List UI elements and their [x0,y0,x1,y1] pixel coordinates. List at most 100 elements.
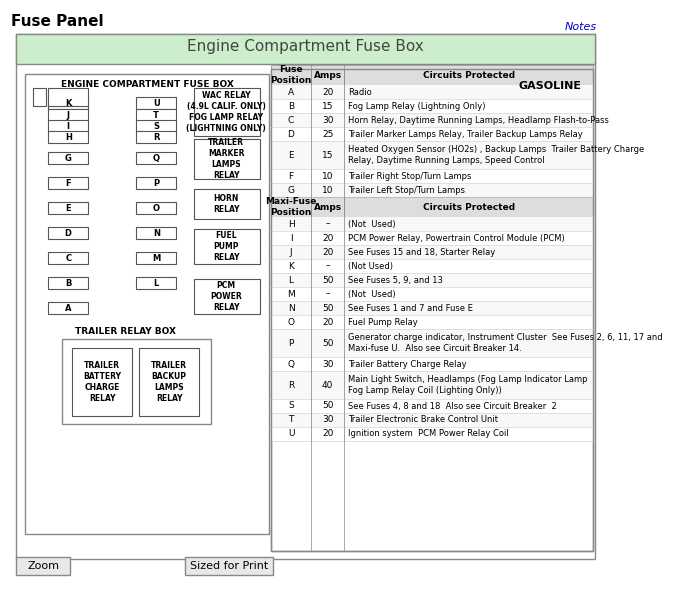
Text: See Fuses 1 and 7 and Fuse E: See Fuses 1 and 7 and Fuse E [348,303,473,313]
Text: PCM
POWER
RELAY: PCM POWER RELAY [210,281,242,312]
Text: L: L [153,279,159,287]
Text: S: S [288,402,294,411]
Bar [271,315,593,329]
Bar [271,357,593,371]
Text: P: P [153,178,160,187]
Text: T: T [288,415,294,425]
Text: 15: 15 [322,101,333,111]
Text: A: A [65,303,71,313]
Bar [271,85,593,99]
Text: HORN
RELAY: HORN RELAY [213,194,239,214]
Text: 15: 15 [322,151,333,160]
Text: GASOLINE: GASOLINE [519,81,582,91]
Text: S: S [153,121,160,131]
Text: K: K [288,262,294,270]
Bar [271,99,593,113]
Bar [271,69,593,551]
Bar [137,131,176,143]
Text: 30: 30 [322,115,333,124]
Text: Horn Relay, Daytime Running Lamps, Headlamp Flash-to-Pass: Horn Relay, Daytime Running Lamps, Headl… [348,115,609,124]
Bar [49,131,88,143]
Bar [194,279,260,314]
Text: I: I [289,233,292,243]
Bar [194,229,260,264]
Text: Fuel Pump Relay: Fuel Pump Relay [348,317,418,326]
Text: Circuits Protected: Circuits Protected [423,71,515,80]
Text: Notes: Notes [565,22,597,32]
Text: B: B [65,279,71,287]
Text: Trailer Left Stop/Turn Lamps: Trailer Left Stop/Turn Lamps [348,186,465,194]
Text: Main Light Switch, Headlamps (Fog Lamp Indicator Lamp
Fog Lamp Relay Coil (Light: Main Light Switch, Headlamps (Fog Lamp I… [348,375,587,395]
Text: Circuits Protected: Circuits Protected [423,203,515,211]
Text: TRAILER
MARKER
LAMPS
RELAY: TRAILER MARKER LAMPS RELAY [208,138,244,180]
Bar [72,348,132,416]
Text: H: H [287,220,294,229]
Text: D: D [65,229,71,237]
Text: E: E [288,151,294,160]
Text: Q: Q [153,154,160,163]
Text: A: A [288,88,294,97]
Text: 25: 25 [322,130,333,138]
Bar [271,287,593,301]
Bar [16,34,595,559]
Text: Trailer Electronic Brake Control Unit: Trailer Electronic Brake Control Unit [348,415,498,425]
Bar [271,183,593,197]
Text: C: C [288,115,294,124]
Text: O: O [287,317,294,326]
Bar [271,69,593,551]
Text: B: B [288,101,294,111]
Text: 10: 10 [322,171,333,180]
Bar [137,120,176,132]
Bar [271,141,593,169]
Text: U: U [288,429,294,438]
Text: F: F [65,178,71,187]
Text: 30: 30 [322,415,333,425]
Bar [271,127,593,141]
Bar [271,399,593,413]
Text: Amps: Amps [314,71,341,80]
Text: E: E [65,204,71,213]
Text: T: T [153,111,159,120]
Text: Engine Compartment Fuse Box: Engine Compartment Fuse Box [187,38,424,54]
Text: 20: 20 [322,88,333,97]
Bar [137,252,176,264]
Text: 50: 50 [322,276,333,284]
Text: See Fuses 15 and 18, Starter Relay: See Fuses 15 and 18, Starter Relay [348,247,495,256]
Text: 20: 20 [322,233,333,243]
Text: M: M [287,290,295,299]
Text: –: – [325,220,330,229]
Text: N: N [153,229,160,237]
Text: L: L [289,276,294,284]
Text: Radio: Radio [348,88,371,97]
Bar [271,371,593,399]
Bar [515,76,586,96]
Bar [271,427,593,441]
Bar [49,120,88,132]
Bar [62,339,212,424]
Text: PCM Power Relay, Powertrain Control Module (PCM): PCM Power Relay, Powertrain Control Modu… [348,233,564,243]
Bar [271,197,593,217]
Bar [137,227,176,239]
Bar [49,252,88,264]
Bar [194,189,260,219]
Text: Zoom: Zoom [27,561,59,571]
Text: See Fuses 4, 8 and 18  Also see Circuit Breaker  2: See Fuses 4, 8 and 18 Also see Circuit B… [348,402,557,411]
Text: Amps: Amps [314,203,341,211]
Text: (Not Used): (Not Used) [348,262,393,270]
Bar [49,202,88,214]
Bar [271,65,593,85]
Bar [271,217,593,231]
Bar [271,273,593,287]
Bar [25,74,269,534]
Text: H: H [65,133,71,141]
Text: ENGINE COMPARTMENT FUSE BOX: ENGINE COMPARTMENT FUSE BOX [60,80,233,88]
Bar [194,88,260,136]
Text: G: G [65,154,71,163]
Bar [271,113,593,127]
Bar [49,88,88,106]
Text: TRAILER RELAY BOX: TRAILER RELAY BOX [74,326,176,336]
Bar [49,109,88,121]
Bar [49,277,88,289]
Bar [49,302,88,314]
Text: R: R [153,133,160,141]
